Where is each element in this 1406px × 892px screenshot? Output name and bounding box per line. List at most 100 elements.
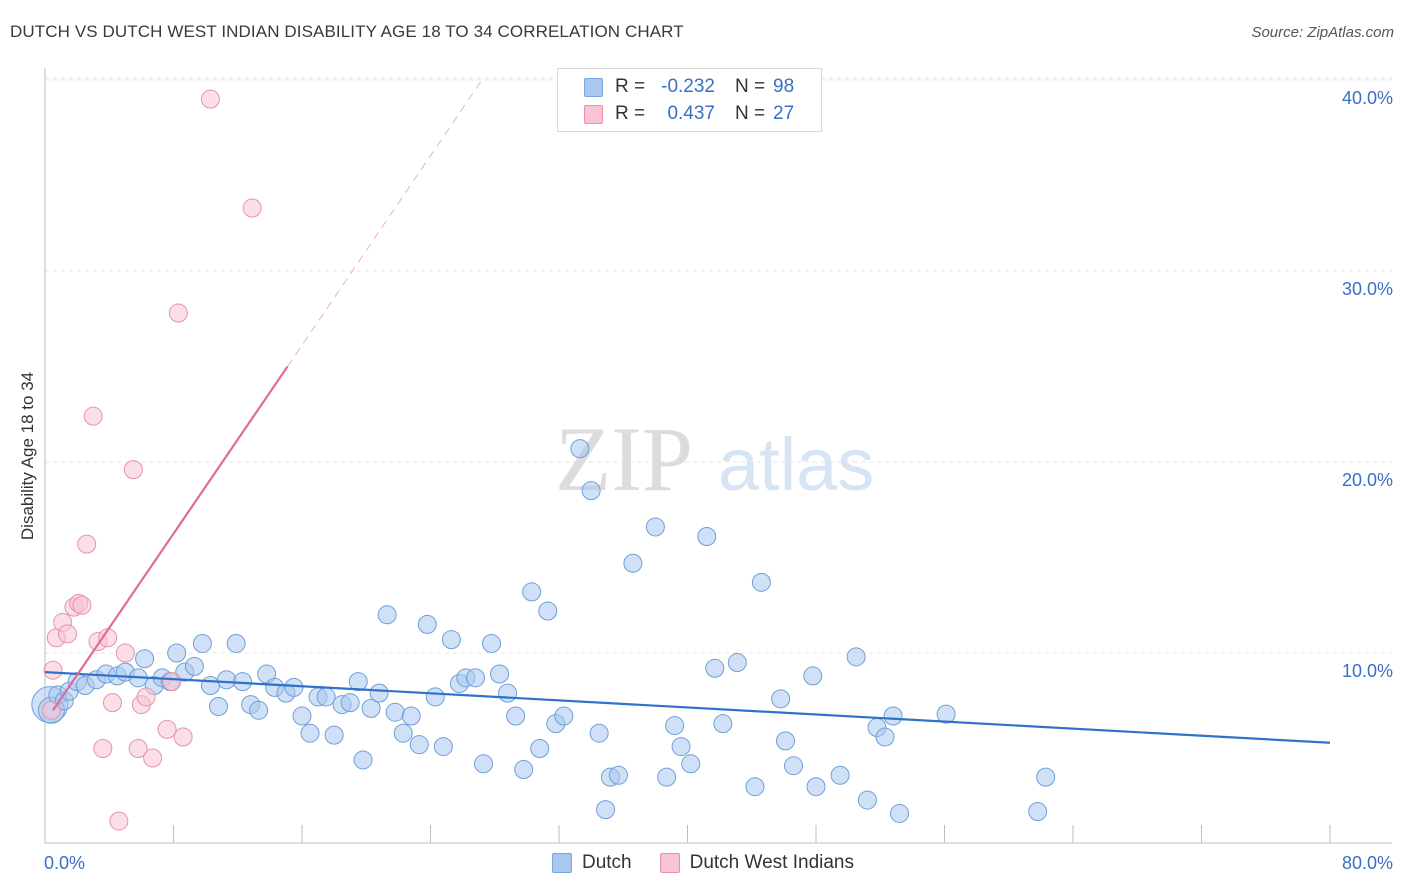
legend-r-label: R = (615, 103, 646, 124)
bottom-legend-swatch-dutch (551, 853, 572, 873)
x-tick-label: 0.0% (44, 853, 85, 873)
legend-r-value: 0.437 (667, 103, 715, 124)
dutch-point (184, 656, 204, 676)
dutch-trend-line (44, 671, 1331, 744)
grid-lines (45, 77, 1392, 654)
legend-n-value: 27 (773, 103, 795, 124)
dutch-point (361, 698, 381, 718)
bottom-legend: Dutch Dutch West Indians (0, 852, 1406, 874)
dutch-point (385, 702, 405, 722)
dutch-point (506, 706, 526, 726)
dutch-point (671, 737, 691, 757)
bottom-legend-label: Dutch West Indians (689, 852, 855, 873)
dutch-point (665, 716, 685, 736)
dutch-point (441, 630, 461, 650)
dutch-point (581, 481, 601, 501)
dutch-point (249, 700, 269, 720)
legend-r-label: R = (615, 76, 646, 97)
dutch-point (645, 517, 665, 537)
dwi-point (123, 460, 143, 480)
dutch-point (348, 672, 368, 692)
dwi-trend-extension (287, 79, 483, 367)
dutch-point (474, 754, 494, 774)
legend-n-label: N = (735, 103, 766, 124)
dutch-point (409, 735, 429, 755)
dutch-point (846, 647, 866, 667)
dutch-point (623, 553, 643, 573)
trend-lines (44, 79, 1331, 744)
dutch-point (784, 756, 804, 776)
dutch-point (803, 666, 823, 686)
dwi-point (93, 739, 113, 758)
dutch-point (135, 649, 155, 669)
dutch-point (875, 727, 895, 747)
legend-row-dutch: R = -0.232 N = 98 (584, 75, 794, 99)
y-tick-label: 30.0% (1342, 279, 1393, 299)
dutch-point (167, 643, 187, 663)
dutch-point (226, 633, 246, 653)
legend-n-label: N = (735, 76, 766, 97)
dutch-point (300, 723, 320, 743)
dutch-point (490, 664, 510, 684)
dutch-point (401, 706, 421, 726)
dutch-point (1028, 802, 1048, 822)
dutch-point (713, 714, 733, 734)
dwi-point (162, 672, 182, 692)
watermark-atlas: atlas (718, 423, 874, 506)
dutch-point (324, 725, 344, 745)
dutch-point (482, 633, 502, 653)
dutch-point (369, 683, 389, 703)
dutch-point (522, 582, 542, 602)
dutch-point (806, 777, 826, 797)
dutch-point (596, 800, 616, 820)
dutch-point (284, 677, 304, 697)
dutch-point (208, 696, 228, 716)
dutch-point (697, 526, 717, 546)
dutch-point (883, 706, 903, 726)
dwi-point (157, 719, 177, 739)
dutch-point (192, 633, 212, 653)
dutch-point (608, 765, 628, 785)
dwi-point (115, 643, 135, 663)
dutch-point (589, 723, 609, 743)
x-tick-label: 80.0% (1342, 853, 1393, 873)
dwi-point (128, 739, 148, 758)
dutch-point (498, 683, 518, 703)
watermark-zip: ZIP (555, 408, 693, 510)
dutch-point (217, 670, 237, 690)
bottom-legend-dutch-west-indians: Dutch West Indians (659, 852, 855, 874)
dutch-point (316, 687, 336, 707)
dwi-point (57, 624, 77, 644)
dutch-point (433, 737, 453, 757)
dutch-point (727, 653, 747, 673)
dutch-point (657, 767, 677, 787)
dutch-point (705, 658, 725, 678)
dutch-point (538, 601, 558, 621)
dwi-point (109, 811, 129, 831)
y-tick-label: 10.0% (1342, 661, 1393, 681)
watermark: ZIP atlas (555, 408, 874, 510)
dutch-point (775, 731, 795, 751)
legend-swatch-dutch (584, 77, 603, 97)
dutch-point (771, 689, 791, 709)
dutch-point (681, 754, 701, 774)
legend-n-value: 98 (773, 76, 795, 97)
dutch-point (393, 723, 413, 743)
dutch-point (1036, 767, 1056, 787)
dwi-point (83, 406, 103, 426)
y-tick-label: 40.0% (1342, 88, 1393, 108)
chart-title: DUTCH VS DUTCH WEST INDIAN DISABILITY AG… (10, 22, 684, 41)
dwi-point (200, 89, 220, 109)
y-axis-label: Disability Age 18 to 34 (18, 371, 37, 541)
dutch-point (377, 605, 397, 625)
legend-swatch-dwi (584, 104, 603, 124)
legend-row-dutch-west-indians: R = 0.437 N = 27 (584, 102, 794, 126)
bottom-legend-label: Dutch (581, 852, 632, 873)
dutch-point (857, 790, 877, 810)
dwi-point (143, 748, 163, 768)
dwi-point (136, 687, 156, 707)
legend-r-value: -0.232 (661, 76, 715, 97)
tick-labels: 10.0% 20.0% 30.0% 40.0% 0.0% 80.0% (44, 88, 1393, 873)
dutch-point (751, 572, 771, 592)
